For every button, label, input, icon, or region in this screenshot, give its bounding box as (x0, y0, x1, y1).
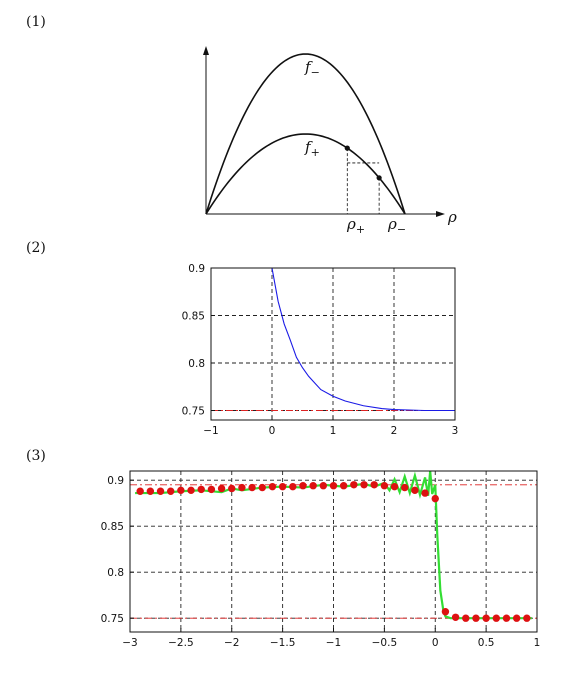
y-tick-label: 0.75 (182, 406, 205, 418)
data-point (299, 482, 307, 490)
label-f-minus: f− (304, 58, 320, 79)
data-point (268, 482, 277, 491)
data-point (187, 486, 195, 495)
data-point (350, 481, 358, 489)
series-line-0 (211, 267, 455, 412)
data-point (329, 482, 338, 490)
data-point (451, 613, 460, 621)
data-point (156, 487, 165, 495)
panel-label-1: (1) (26, 14, 46, 30)
x-tick-label: −3 (122, 637, 137, 649)
data-point (523, 614, 531, 622)
label-f-plus: f+ (304, 138, 320, 159)
data-point (177, 486, 185, 495)
vertical-axis-arrow (203, 46, 209, 55)
data-point (146, 487, 155, 495)
x-tick-label: 1 (534, 637, 541, 649)
panel-label-2: (2) (26, 240, 46, 256)
data-point (228, 484, 236, 493)
x-tick-label: −1.5 (270, 637, 296, 649)
x-tick-label: −1 (326, 637, 341, 649)
data-point (370, 481, 378, 489)
data-point (472, 614, 480, 622)
data-point (248, 483, 256, 492)
y-tick-label: 0.75 (101, 613, 124, 625)
x-tick-label: 0 (432, 637, 439, 649)
label-rho-plus: ρ+ (346, 215, 365, 236)
data-point (502, 614, 511, 622)
chart-2: −1 0 1 2 3 0.75 0.8 0.85 0.9 (182, 263, 459, 437)
x-tick-label: −2 (224, 637, 239, 649)
data-point (401, 483, 409, 492)
data-point (390, 482, 399, 491)
data-point (309, 482, 317, 490)
data-point (411, 486, 419, 495)
data-point (278, 482, 287, 491)
panel-label-3: (3) (26, 448, 46, 464)
label-rho-minus: ρ− (387, 215, 406, 236)
chart-3: −3 −2.5 −2 −1.5 −1 −0.5 0 0.5 1 0.75 0.8 0.85 0.9 (101, 470, 541, 649)
data-point (217, 484, 226, 493)
data-point (197, 485, 205, 494)
x-tick-label: −0.5 (372, 637, 398, 649)
data-point (421, 489, 429, 497)
data-point (167, 487, 175, 495)
horizontal-axis-arrow (436, 211, 445, 217)
data-point (238, 483, 246, 492)
data-point (319, 482, 328, 490)
x-tick-label: −1 (203, 425, 218, 437)
data-point (380, 482, 389, 490)
data-point (482, 614, 490, 622)
x-tick-label: 0.5 (478, 637, 495, 649)
y-tick-label: 0.8 (188, 358, 205, 370)
label-rho-axis: ρ (447, 208, 457, 226)
marker-rho-minus (376, 175, 382, 181)
f-plus-curve (205, 133, 406, 215)
x-tick-label: 1 (330, 425, 337, 437)
data-point (207, 485, 216, 494)
data-point (431, 494, 439, 503)
flux-diagram: f− f+ ρ ρ+ ρ− (203, 46, 457, 236)
data-point (258, 483, 266, 492)
y-tick-label: 0.9 (107, 475, 124, 487)
x-tick-label: 3 (452, 425, 459, 437)
y-tick-label: 0.85 (182, 311, 205, 323)
data-point (492, 614, 500, 622)
x-tick-label: −2.5 (168, 637, 194, 649)
data-point (360, 481, 368, 489)
y-tick-label: 0.9 (188, 263, 205, 275)
data-point (512, 614, 521, 622)
f-minus-curve (205, 53, 406, 215)
data-point (339, 482, 348, 490)
data-point (289, 482, 297, 491)
data-point (136, 487, 144, 495)
data-point (462, 614, 470, 622)
x-tick-label: 0 (269, 425, 276, 437)
data-point (441, 608, 450, 616)
y-tick-label: 0.85 (101, 521, 124, 533)
y-tick-label: 0.8 (107, 567, 124, 579)
marker-rho-plus (344, 145, 350, 151)
x-tick-label: 2 (391, 425, 398, 437)
